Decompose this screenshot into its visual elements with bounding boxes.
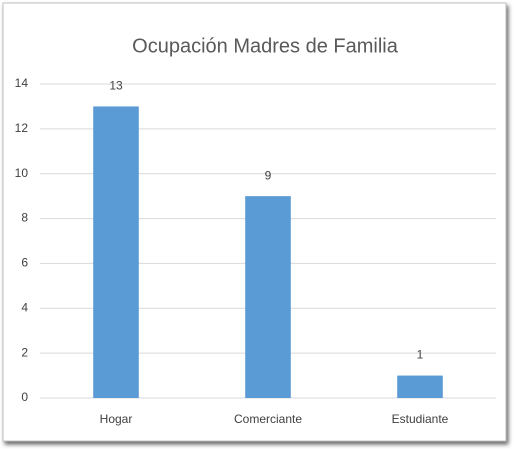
x-tick-label: Comerciante xyxy=(234,412,302,426)
y-tick-label: 14 xyxy=(15,76,29,90)
y-tick-label: 6 xyxy=(21,256,28,270)
data-label: 1 xyxy=(417,348,424,362)
y-tick-label: 2 xyxy=(21,345,28,359)
y-tick-label: 10 xyxy=(15,166,29,180)
y-tick-label: 0 xyxy=(21,390,28,404)
bar xyxy=(245,196,291,398)
bar xyxy=(397,375,443,398)
x-tick-label: Hogar xyxy=(100,412,133,426)
x-tick-label: Estudiante xyxy=(392,412,449,426)
bar xyxy=(93,106,139,398)
data-label: 13 xyxy=(109,79,123,93)
y-tick-label: 4 xyxy=(21,300,28,314)
data-label: 9 xyxy=(265,168,272,182)
chart-title: Ocupación Madres de Familia xyxy=(132,35,399,57)
y-tick-label: 12 xyxy=(15,121,29,135)
y-tick-label: 8 xyxy=(21,211,28,225)
